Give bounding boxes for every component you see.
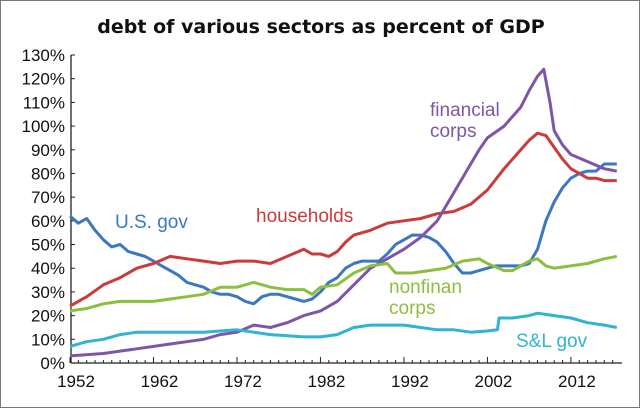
series-line-households (69, 131, 617, 308)
series-line-s-l-gov (69, 311, 618, 348)
series-labels: U.S. gov households financial corps nonfinan… (115, 100, 588, 352)
y-tick-label: 100% (22, 117, 65, 136)
axes: 0% 10% 20% 30% 40% 50% 60% 70% 80% 90% 100% 110% 120… (22, 46, 622, 391)
series-line-financial-corps (69, 67, 618, 358)
series-line-u-s-gov (69, 162, 617, 306)
x-tick-label: 1972 (224, 372, 262, 391)
series-label: nonfinan corps (389, 277, 462, 319)
series-lines (69, 67, 618, 358)
chart-title: debt of various sectors as percent of GD… (97, 16, 544, 38)
y-tick-label: 110% (23, 93, 65, 112)
x-tick-label: 2002 (475, 372, 513, 391)
series-line-nonfinan-corps (69, 254, 618, 313)
series-label: financial corps (430, 100, 500, 142)
y-tick-label: 0% (40, 354, 65, 373)
y-tick-label: 40% (31, 259, 65, 278)
series-label: U.S. gov (115, 212, 188, 233)
y-tick-label: 90% (31, 141, 65, 160)
y-tick-label: 130% (22, 46, 65, 65)
y-tick-label: 120% (22, 70, 65, 89)
x-tick-label: 2012 (558, 372, 596, 391)
x-tick-label: 1962 (141, 372, 179, 391)
y-tick-label: 30% (31, 283, 65, 302)
y-tick-label: 20% (31, 307, 65, 326)
y-tick-label: 10% (31, 330, 65, 349)
x-tick-label: 1952 (57, 372, 95, 391)
y-tick-label: 60% (31, 212, 65, 231)
y-tick-label: 80% (31, 164, 65, 183)
x-tick-label: 1982 (308, 372, 346, 391)
y-tick-label: 50% (31, 236, 65, 255)
series-label: households (256, 206, 353, 227)
y-tick-label: 70% (31, 188, 65, 207)
series-label: S&L gov (516, 331, 588, 352)
x-tick-label: 1992 (391, 372, 429, 391)
